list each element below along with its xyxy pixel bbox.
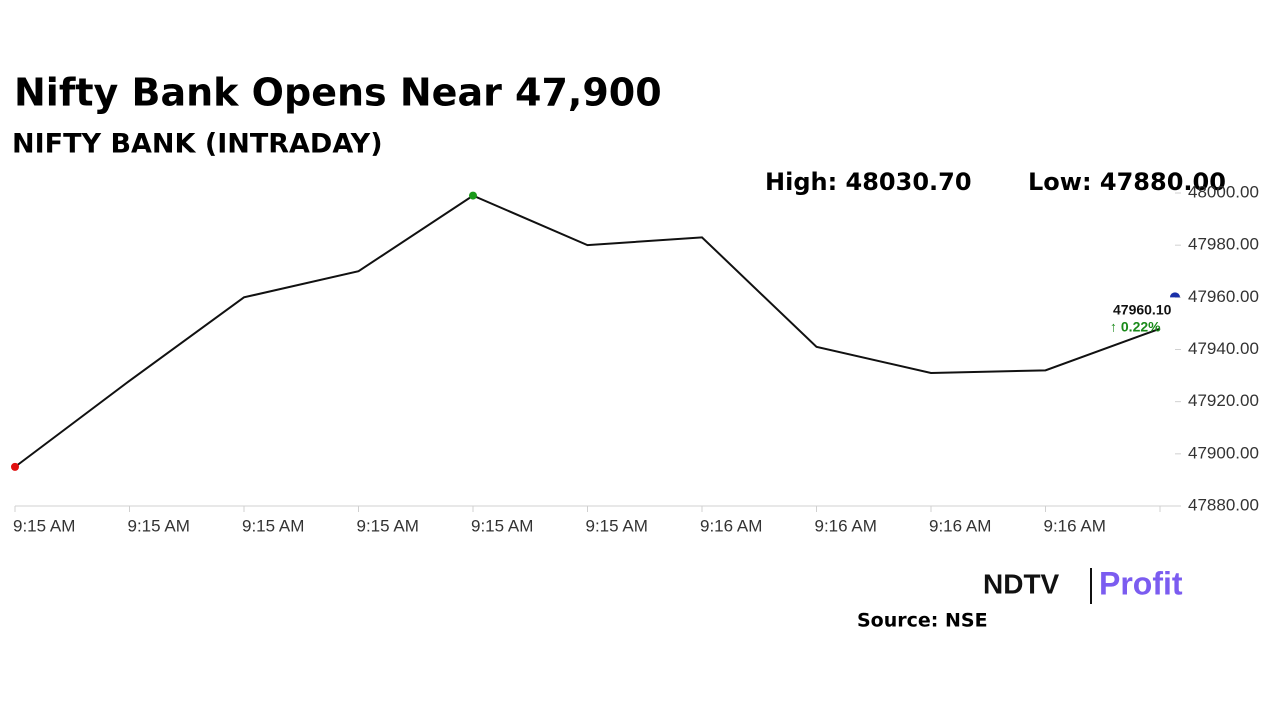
high-point: [469, 191, 477, 200]
current-marker: [1170, 292, 1180, 298]
x-tick-label: 9:16 AM: [700, 516, 762, 535]
y-tick-label: 47880.00: [1188, 495, 1259, 514]
x-tick-label: 9:15 AM: [242, 516, 304, 535]
chart-title: Nifty Bank Opens Near 47,900: [14, 71, 662, 115]
x-tick-label: 9:15 AM: [13, 516, 75, 535]
y-tick-label: 47900.00: [1188, 443, 1259, 462]
x-tick-label: 9:15 AM: [586, 516, 648, 535]
y-tick-label: 48000.00: [1188, 182, 1259, 201]
chart-subtitle: NIFTY BANK (INTRADAY): [12, 129, 383, 160]
y-tick-label: 47920.00: [1188, 391, 1259, 410]
x-tick-label: 9:15 AM: [357, 516, 419, 535]
low-label: Low: 47880.00: [1028, 168, 1226, 196]
price-line: [14, 194, 1161, 468]
x-tick-label: 9:15 AM: [471, 516, 533, 535]
x-tick-label: 9:16 AM: [929, 516, 991, 535]
logo-profit: Profit: [1099, 565, 1183, 601]
y-tick-label: 47960.00: [1188, 287, 1259, 306]
last-value-label: 47960.10: [1113, 302, 1172, 318]
y-tick-label: 47940.00: [1188, 339, 1259, 358]
logo-ndtv: NDTV: [983, 568, 1060, 599]
x-tick-label: 9:16 AM: [815, 516, 877, 535]
open-point: [11, 462, 19, 471]
y-tick-label: 47980.00: [1188, 235, 1259, 254]
change-label: ↑ 0.22%: [1110, 319, 1161, 335]
x-tick-label: 9:15 AM: [128, 516, 190, 535]
x-tick-label: 9:16 AM: [1044, 516, 1106, 535]
source: Source: NSE: [857, 610, 988, 632]
high-label: High: 48030.70: [765, 168, 972, 196]
